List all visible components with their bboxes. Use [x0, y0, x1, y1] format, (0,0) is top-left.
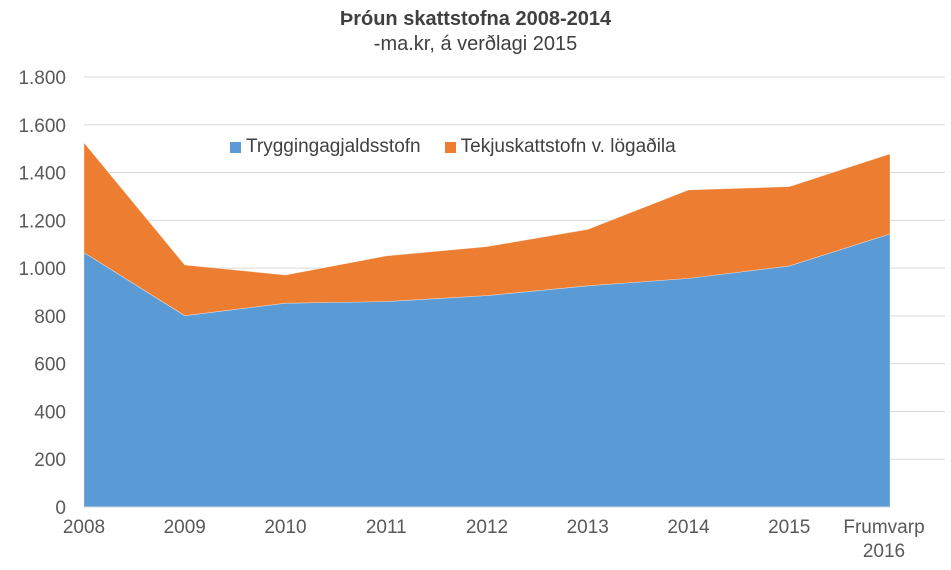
- x-tick-label: 2009: [164, 517, 206, 538]
- legend-swatch: [444, 141, 456, 153]
- x-tick-label: 2014: [667, 517, 710, 538]
- legend-item-tekjuskattstofn: Tekjuskattstofn v. lögaðila: [444, 136, 676, 158]
- y-tick-label: 600: [34, 355, 66, 376]
- x-tick-label: 2012: [466, 517, 508, 538]
- y-tick-label: 1.800: [18, 68, 66, 89]
- x-tick-label: 2010: [264, 517, 306, 538]
- y-tick-label: 1.200: [18, 211, 66, 232]
- y-tick-label: 1.600: [18, 116, 66, 137]
- x-tick-label: Frumvarp 2016: [843, 517, 924, 562]
- x-tick-label: 2008: [63, 517, 105, 538]
- chart-subtitle: -ma.kr, á verðlagi 2015: [373, 33, 578, 55]
- legend-item-tryggingagjaldsstofn: Tryggingagjaldsstofn: [230, 136, 421, 158]
- legend-label: Tryggingagjaldsstofn: [246, 136, 421, 157]
- y-tick-label: 1.000: [18, 259, 66, 280]
- legend: Tryggingagjaldsstofn Tekjuskattstofn v. …: [230, 136, 676, 158]
- x-tick-label: 2015: [768, 517, 810, 538]
- y-tick-label: 1.400: [18, 164, 66, 185]
- area-series-1: [83, 141, 891, 316]
- x-tick-label: 2011: [366, 517, 407, 538]
- y-tick-label: 200: [34, 450, 66, 471]
- legend-swatch: [230, 141, 241, 153]
- y-tick-label: 400: [34, 402, 66, 423]
- chart-title: Þróun skattstofna 2008-2014: [339, 8, 612, 30]
- legend-label: Tekjuskattstofn v. lögaðila: [460, 136, 676, 157]
- x-tick-label: 2013: [567, 517, 609, 538]
- y-tick-label: 0: [55, 498, 66, 519]
- y-tick-label: 800: [34, 307, 66, 328]
